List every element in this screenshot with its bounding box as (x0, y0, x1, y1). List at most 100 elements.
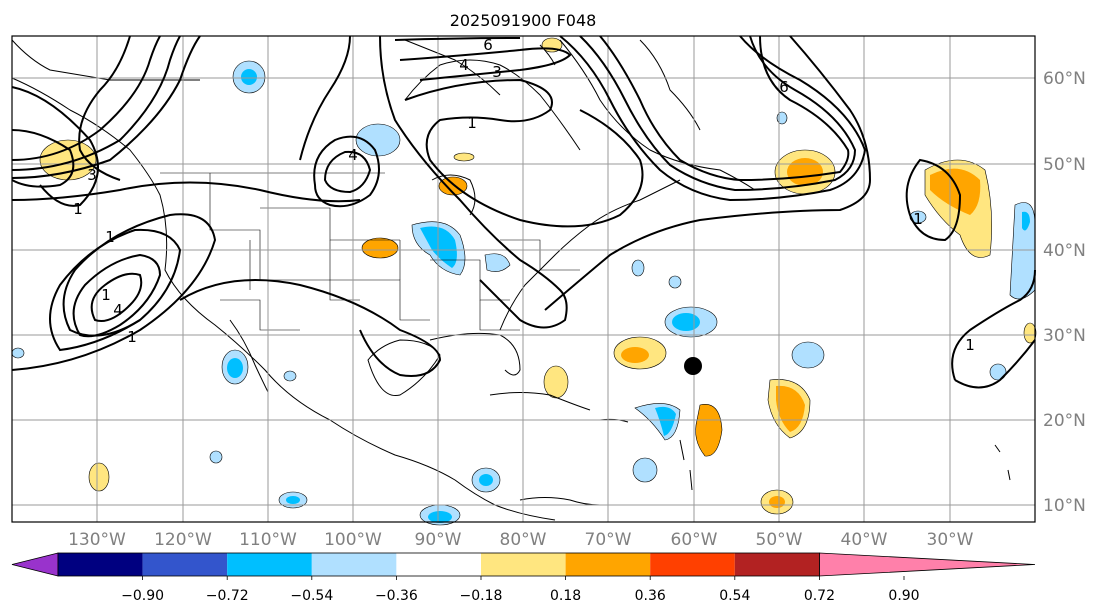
contour-line (379, 35, 568, 329)
latitude-label: 10°N (1043, 496, 1086, 516)
colorbar-extend-max (819, 552, 1036, 577)
longitude-label: 50°W (756, 530, 803, 550)
colorbar-tick-label: −0.54 (290, 588, 333, 604)
negative-anomaly (791, 341, 825, 369)
contour-line (78, 35, 131, 181)
contour-label: 1 (467, 114, 477, 132)
contour-label: 4 (113, 301, 123, 319)
longitude-label: 90°W (415, 530, 462, 550)
longitude-label: 70°W (585, 530, 632, 550)
colorbar-segment (58, 553, 143, 576)
contour-line (179, 279, 442, 377)
height-contours (11, 35, 1036, 389)
contour-label: 6 (779, 78, 789, 96)
colorbar-tick-label: −0.36 (375, 588, 418, 604)
negative-anomaly (484, 253, 511, 272)
storm-position-marker (684, 357, 702, 375)
longitude-labels: 130°W 120°W 110°W 100°W 90°W 80°W 70°W 60°W 50°W… (68, 530, 974, 550)
longitude-label: 30°W (927, 530, 974, 550)
contour-label: 1 (101, 286, 111, 304)
negative-anomaly (283, 370, 297, 382)
contour-line (954, 339, 1036, 389)
contour-label: 1 (127, 328, 137, 346)
longitude-label: 80°W (500, 530, 547, 550)
longitude-label: 40°W (841, 530, 888, 550)
positive-anomaly (1023, 322, 1037, 344)
contour-line (404, 78, 644, 228)
colorbar-segment (481, 553, 566, 576)
colorbar-segment (311, 553, 397, 576)
contour-line (599, 35, 850, 182)
contour-label: 1 (73, 200, 83, 218)
negative-anomaly (989, 363, 1007, 381)
colorbar-tick-label: 0.18 (550, 588, 581, 604)
contour-line (72, 253, 162, 338)
longitude-label: 60°W (671, 530, 718, 550)
colorbar-tick-label: −0.18 (460, 588, 503, 604)
contour-label: 1 (913, 210, 923, 228)
positive-anomaly (543, 365, 569, 399)
latitude-label: 30°N (1043, 326, 1086, 346)
colorbar-segment (396, 553, 481, 576)
plot-title: 2025091900 F048 (450, 11, 597, 30)
latitude-label: 40°N (1043, 241, 1086, 261)
positive-anomaly (695, 403, 723, 457)
contour-line (399, 47, 572, 81)
positive-anomaly (361, 237, 399, 259)
contour-line (11, 213, 217, 371)
colorbar-tick-label: 0.90 (888, 588, 919, 604)
latitude-label: 20°N (1043, 411, 1086, 431)
contour-line (313, 135, 380, 208)
anomaly-shading (11, 37, 1037, 526)
colorbar-tick-label: −0.90 (121, 588, 164, 604)
contour-line (90, 272, 143, 322)
contour-line (299, 35, 351, 161)
contour-line (579, 35, 857, 192)
contour-line (49, 228, 182, 352)
colorbar-segment (565, 553, 651, 576)
contour-line (11, 35, 181, 171)
contour-line (544, 35, 872, 311)
colorbar-tick-label: 0.72 (804, 588, 835, 604)
positive-anomaly (88, 462, 110, 492)
latitude-labels: 60°N 50°N 40°N 30°N 20°N 10°N (1043, 69, 1086, 516)
contour-line (323, 150, 372, 194)
contour-labels: 6 4 3 1 4 1 6 4 3 1 1 1 1 1 (73, 36, 975, 354)
colorbar-tick-label: −0.72 (206, 588, 249, 604)
contour-line (11, 35, 161, 161)
contour-line (11, 181, 361, 203)
colorbar-segment (650, 553, 735, 576)
plot-frame (11, 35, 1036, 523)
graticule (12, 36, 1035, 522)
contour-line (559, 35, 867, 202)
longitude-label: 120°W (154, 530, 212, 550)
colorbar-segment (734, 553, 820, 576)
contour-label: 4 (348, 146, 358, 164)
contour-label: 6 (483, 36, 493, 54)
colorbar-tick-label: 0.36 (635, 588, 666, 604)
contour-label: 4 (459, 56, 469, 74)
contour-label: 3 (492, 63, 502, 81)
colorbar-segment (142, 553, 228, 576)
colorbar: −0.90 −0.72 −0.54 −0.36 −0.18 0.18 0.36 0.54 0.7… (11, 552, 1036, 604)
contour-line (905, 158, 962, 242)
colorbar-extend-min (11, 552, 59, 577)
negative-anomaly (209, 450, 223, 464)
contour-label: 1 (965, 336, 975, 354)
colorbar-segment (227, 553, 312, 576)
latitude-label: 60°N (1043, 69, 1086, 89)
negative-anomaly (631, 259, 645, 277)
contour-line (951, 269, 1036, 381)
latitude-label: 50°N (1043, 155, 1086, 175)
negative-anomaly (632, 457, 658, 483)
contour-line (11, 86, 99, 207)
longitude-label: 130°W (68, 530, 126, 550)
contour-line (11, 35, 201, 179)
contour-label: 1 (105, 228, 115, 246)
colorbar-tick-label: 0.54 (719, 588, 750, 604)
contour-line (394, 37, 521, 41)
longitude-label: 100°W (324, 530, 382, 550)
positive-anomaly (453, 152, 475, 162)
negative-anomaly (668, 275, 682, 289)
